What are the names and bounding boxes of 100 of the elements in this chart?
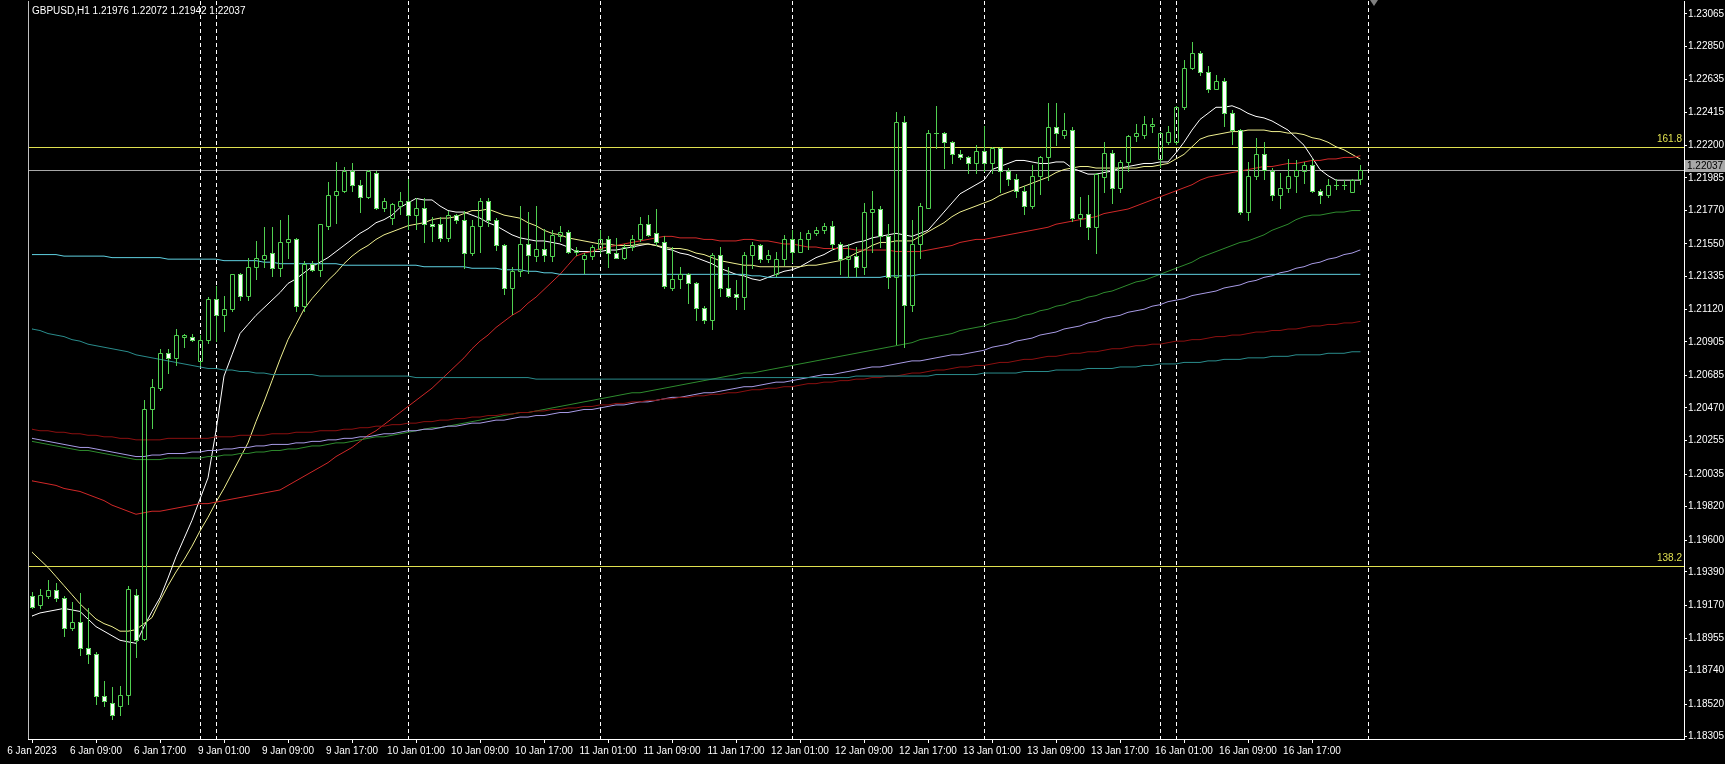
candlestick xyxy=(798,231,803,254)
candlestick xyxy=(278,219,283,278)
ref-line-label: 1.22037 xyxy=(1687,159,1724,171)
y-tick-label: 1.22200 xyxy=(1688,139,1725,151)
candlestick xyxy=(1094,172,1099,255)
candlestick xyxy=(1038,155,1043,196)
y-tick-label: 1.21120 xyxy=(1688,303,1724,315)
x-tick-label: 13 Jan 01:00 xyxy=(963,744,1022,756)
x-tick-label: 6 Jan 09:00 xyxy=(69,744,123,756)
candlestick xyxy=(558,225,563,243)
candlestick xyxy=(910,219,915,313)
candlestick xyxy=(414,197,419,231)
candlestick xyxy=(590,244,595,261)
candlestick xyxy=(870,190,875,254)
candlestick xyxy=(1118,159,1123,194)
y-tick-label: 1.20470 xyxy=(1688,401,1725,413)
candlestick xyxy=(1333,178,1340,191)
candlestick xyxy=(1302,161,1307,185)
candlestick xyxy=(398,191,403,216)
candlestick xyxy=(382,197,387,213)
x-tick-label: 10 Jan 09:00 xyxy=(451,744,510,756)
candlestick xyxy=(222,295,227,333)
y-tick-label: 1.21770 xyxy=(1688,204,1725,216)
candlestick xyxy=(806,229,811,251)
candlestick xyxy=(254,240,259,281)
annotation: 138.2 xyxy=(1656,551,1683,563)
candlestick xyxy=(534,205,539,263)
candlestick xyxy=(1062,112,1067,140)
candlestick xyxy=(742,251,747,311)
candlestick xyxy=(1341,179,1348,191)
y-tick-label: 1.19390 xyxy=(1688,565,1725,577)
candlestick xyxy=(470,219,475,257)
candlestick xyxy=(822,222,827,235)
candlestick xyxy=(814,226,819,237)
x-tick-label: 13 Jan 09:00 xyxy=(1027,744,1086,756)
candlestick xyxy=(918,202,923,260)
y-tick-label: 1.21335 xyxy=(1688,270,1725,282)
candlestick xyxy=(1166,125,1171,146)
candlestick xyxy=(446,210,451,243)
candlestick xyxy=(286,214,291,260)
candlestick xyxy=(1030,164,1035,210)
candlestick xyxy=(1134,123,1139,143)
x-tick-label: 11 Jan 17:00 xyxy=(707,744,765,756)
candlestick xyxy=(230,273,235,313)
candlestick xyxy=(1350,178,1355,194)
candlestick xyxy=(342,166,347,194)
candlestick xyxy=(750,241,755,270)
candlestick xyxy=(1142,115,1147,140)
candlestick xyxy=(710,252,715,331)
candlestick xyxy=(326,181,331,231)
candlestick xyxy=(974,144,979,175)
candlestick xyxy=(318,223,323,278)
candlestick xyxy=(150,378,155,430)
y-tick-label: 1.20685 xyxy=(1688,369,1725,381)
candlestick xyxy=(1286,158,1291,194)
x-tick-label: 10 Jan 01:00 xyxy=(387,744,446,756)
candlestick xyxy=(1294,159,1299,194)
y-tick-label: 1.20035 xyxy=(1688,467,1725,479)
candlestick xyxy=(1214,74,1219,91)
candlestick xyxy=(1046,102,1051,182)
candlestick xyxy=(206,296,211,345)
candlestick xyxy=(1150,117,1155,134)
x-tick-label: 16 Jan 17:00 xyxy=(1283,744,1342,756)
y-tick-label: 1.19820 xyxy=(1688,500,1725,512)
candlestick xyxy=(518,205,523,278)
x-tick-label: 10 Jan 17:00 xyxy=(515,744,574,756)
candlestick xyxy=(366,169,371,200)
annotation: 161.8 xyxy=(1656,132,1683,144)
candlestick xyxy=(302,260,307,313)
candlestick xyxy=(334,161,339,225)
candlestick xyxy=(1326,178,1331,199)
candlestick xyxy=(630,234,635,252)
candlestick xyxy=(990,146,995,175)
candlestick xyxy=(1246,161,1251,222)
y-tick-label: 1.20255 xyxy=(1688,434,1725,446)
y-tick-label: 1.19600 xyxy=(1688,533,1725,545)
y-tick-label: 1.22850 xyxy=(1688,40,1725,52)
chart-title: GBPUSD,H1 1.21976 1.22072 1.21942 1.22037 xyxy=(32,4,246,16)
x-tick-label: 13 Jan 17:00 xyxy=(1091,744,1150,756)
y-tick-label: 1.18740 xyxy=(1688,664,1725,676)
candlestick xyxy=(1126,134,1131,173)
candlestick xyxy=(1182,59,1187,111)
x-tick-label: 16 Jan 01:00 xyxy=(1155,744,1214,756)
candlestick xyxy=(118,685,123,717)
candlestick xyxy=(1278,172,1283,210)
candlestick xyxy=(1078,196,1083,228)
candlestick xyxy=(550,229,555,263)
candlestick xyxy=(198,334,203,367)
candlestick xyxy=(622,243,627,261)
candlestick xyxy=(174,328,179,367)
y-tick-label: 1.18305 xyxy=(1688,730,1725,742)
candlestick xyxy=(670,246,675,292)
candlestick xyxy=(638,216,643,243)
candlestick xyxy=(182,333,187,349)
x-tick-label: 6 Jan 17:00 xyxy=(133,744,187,756)
candlestick xyxy=(158,348,163,392)
candlestick xyxy=(126,585,131,706)
candlestick xyxy=(766,249,771,264)
x-tick-label: 9 Jan 09:00 xyxy=(261,744,315,756)
candlestick xyxy=(782,234,787,267)
